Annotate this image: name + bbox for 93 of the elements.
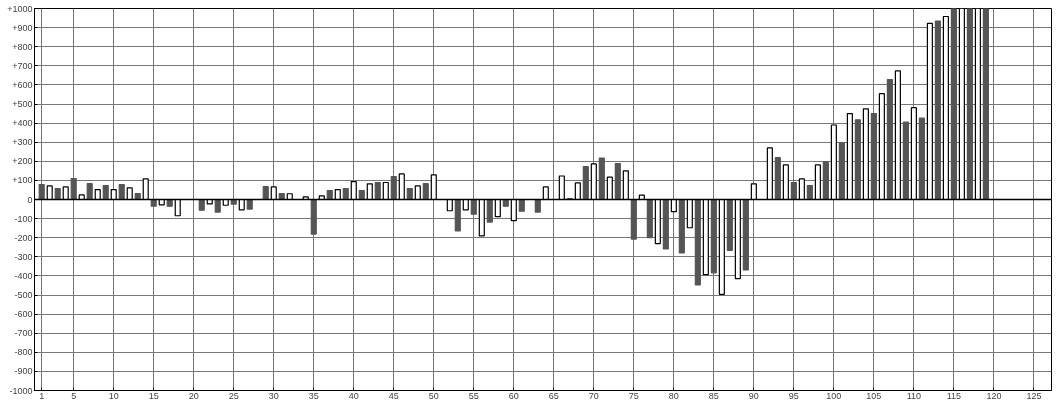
x-tick-label: 50	[428, 390, 439, 401]
bar	[454, 198, 461, 232]
x-tick-label: 30	[268, 390, 279, 401]
bar	[54, 188, 61, 201]
bar	[70, 177, 77, 201]
x-tick-label: 5	[71, 390, 77, 401]
y-tick-label: +700	[12, 60, 33, 71]
y-tick-label: -900	[14, 366, 33, 377]
bar	[646, 198, 653, 239]
y-tick-label: -300	[14, 251, 33, 262]
y-tick-label: +900	[12, 22, 33, 33]
bar	[886, 78, 893, 201]
bar	[470, 198, 477, 215]
x-tick-label: 90	[748, 390, 759, 401]
x-tick-label: 100	[826, 390, 842, 401]
y-tick-label: -600	[14, 309, 33, 320]
bar	[534, 198, 541, 213]
bar	[710, 198, 717, 274]
bar	[662, 198, 669, 250]
bar	[630, 198, 637, 240]
x-tick-label: 125	[1026, 390, 1042, 401]
bar	[598, 157, 605, 201]
bar	[198, 198, 205, 211]
y-tick-label: +200	[12, 156, 33, 167]
y-tick-label: -700	[14, 328, 33, 339]
y-tick-label: -1000	[9, 385, 33, 396]
bar	[486, 198, 493, 223]
bar	[694, 198, 701, 286]
x-tick-label: 60	[508, 390, 519, 401]
y-tick-label: +400	[12, 118, 33, 129]
bar	[822, 161, 829, 201]
bar	[918, 117, 925, 201]
x-tick-label: 45	[388, 390, 399, 401]
bar	[406, 188, 413, 201]
x-tick-label: 35	[308, 390, 319, 401]
y-tick-label: 0	[27, 194, 33, 205]
y-tick-label: +100	[12, 175, 33, 186]
x-tick-label: 65	[548, 390, 559, 401]
x-tick-label: 120	[986, 390, 1002, 401]
bar	[950, 8, 957, 201]
bar	[982, 8, 989, 201]
bar	[102, 184, 109, 201]
y-tick-label: +800	[12, 41, 33, 52]
x-tick-label: 10	[108, 390, 119, 401]
x-tick-label: 1	[39, 390, 45, 401]
y-tick-label: +500	[12, 99, 33, 109]
bar	[774, 157, 781, 201]
bar	[38, 184, 45, 201]
bar	[966, 8, 973, 201]
y-tick-label: -800	[14, 347, 33, 358]
bar	[310, 198, 317, 235]
y-tick-label: +300	[12, 137, 33, 148]
y-tick-label: -400	[14, 270, 33, 281]
x-tick-label: 15	[148, 390, 159, 401]
x-tick-label: 105	[866, 390, 882, 401]
bar	[902, 121, 909, 201]
bar	[390, 175, 397, 201]
bar	[934, 20, 941, 201]
bar	[806, 184, 813, 201]
x-tick-label: 80	[668, 390, 679, 401]
bar	[838, 142, 845, 201]
bar	[118, 184, 125, 201]
bar	[582, 166, 589, 201]
bar	[518, 198, 525, 212]
bar	[870, 112, 877, 201]
x-tick-label: 55	[468, 390, 479, 401]
x-tick-label: 40	[348, 390, 359, 401]
bar	[854, 119, 861, 201]
bar	[422, 183, 429, 201]
y-tick-label: -200	[14, 232, 33, 243]
y-tick-label: -500	[14, 290, 33, 300]
x-tick-label: 75	[628, 390, 639, 401]
y-tick-label: +600	[12, 79, 33, 90]
x-tick-label: 85	[708, 390, 719, 401]
bar	[726, 198, 733, 251]
x-tick-label: 115	[946, 390, 962, 401]
x-tick-label: 20	[188, 390, 199, 401]
bar	[374, 181, 381, 201]
y-tick-label: +1000	[7, 3, 33, 14]
bar	[342, 188, 349, 201]
x-tick-label: 110	[906, 390, 922, 401]
x-tick-label: 95	[788, 390, 799, 401]
bar	[742, 198, 749, 271]
bar	[790, 181, 797, 201]
x-tick-label: 70	[588, 390, 599, 401]
bar	[614, 162, 621, 201]
bar	[86, 183, 93, 201]
bar	[246, 198, 253, 210]
bar	[678, 198, 685, 254]
y-tick-label: -100	[14, 213, 33, 224]
x-tick-label: 25	[228, 390, 239, 401]
bar	[262, 185, 269, 201]
bar	[214, 198, 221, 213]
